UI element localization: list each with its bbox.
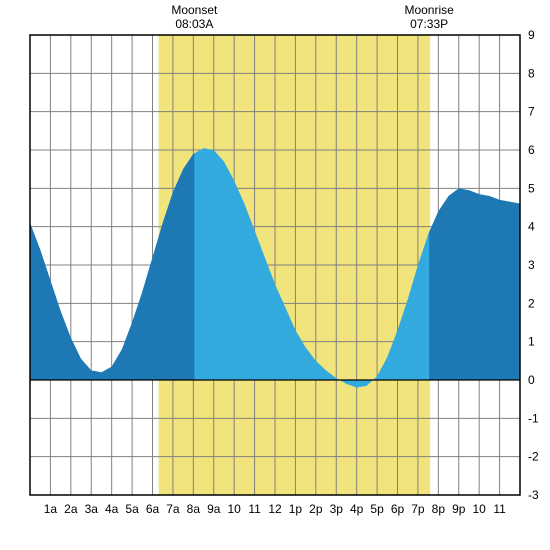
x-tick-label: 11 [493, 502, 506, 516]
x-tick-label: 6a [146, 502, 160, 516]
y-tick-label: -3 [528, 488, 539, 502]
x-tick-label: 11 [248, 502, 261, 516]
y-tick-label: 0 [528, 373, 535, 387]
y-tick-label: 4 [528, 220, 535, 234]
y-tick-label: 7 [528, 105, 535, 119]
x-tick-label: 8p [432, 502, 446, 516]
x-tick-label: 3p [330, 502, 344, 516]
annotation-label: Moonrise [404, 3, 454, 17]
x-tick-label: 1p [289, 502, 303, 516]
x-tick-label: 5p [370, 502, 384, 516]
x-tick-label: 1a [44, 502, 58, 516]
x-tick-label: 9p [452, 502, 466, 516]
y-tick-label: 5 [528, 181, 535, 195]
annotation-time: 08:03A [175, 17, 213, 31]
x-tick-label: 2p [309, 502, 323, 516]
x-tick-label: 7a [166, 502, 180, 516]
x-tick-label: 10 [472, 502, 486, 516]
x-tick-label: 5a [125, 502, 139, 516]
x-tick-label: 6p [391, 502, 405, 516]
y-tick-label: 9 [528, 28, 535, 42]
x-tick-label: 2a [64, 502, 78, 516]
annotation-time: 07:33P [410, 17, 448, 31]
annotation-label: Moonset [171, 3, 218, 17]
y-tick-label: 3 [528, 258, 535, 272]
chart-svg: 1a2a3a4a5a6a7a8a9a1011121p2p3p4p5p6p7p8p… [0, 0, 550, 550]
x-tick-label: 8a [187, 502, 201, 516]
x-tick-label: 9a [207, 502, 221, 516]
x-tick-label: 3a [85, 502, 99, 516]
x-axis-labels: 1a 2a 3a 4a 5a 6a 7a 8a 9a 10 11 12 1p 2p 3p 4p 5p 6p 7p 8p… [44, 502, 506, 516]
x-tick-label: 10 [227, 502, 241, 516]
tide-area-dark [429, 188, 520, 380]
y-tick-label: -1 [528, 411, 539, 425]
y-tick-label: 1 [528, 335, 535, 349]
x-tick-label: 4a [105, 502, 119, 516]
y-tick-label: 8 [528, 66, 535, 80]
tide-chart: { "chart": { "type": "area", "width": 55… [0, 0, 550, 550]
y-tick-label: 6 [528, 143, 535, 157]
x-tick-label: 7p [411, 502, 425, 516]
y-tick-label: 2 [528, 296, 535, 310]
y-tick-label: -2 [528, 450, 539, 464]
x-tick-label: 4p [350, 502, 364, 516]
x-tick-label: 12 [268, 502, 282, 516]
